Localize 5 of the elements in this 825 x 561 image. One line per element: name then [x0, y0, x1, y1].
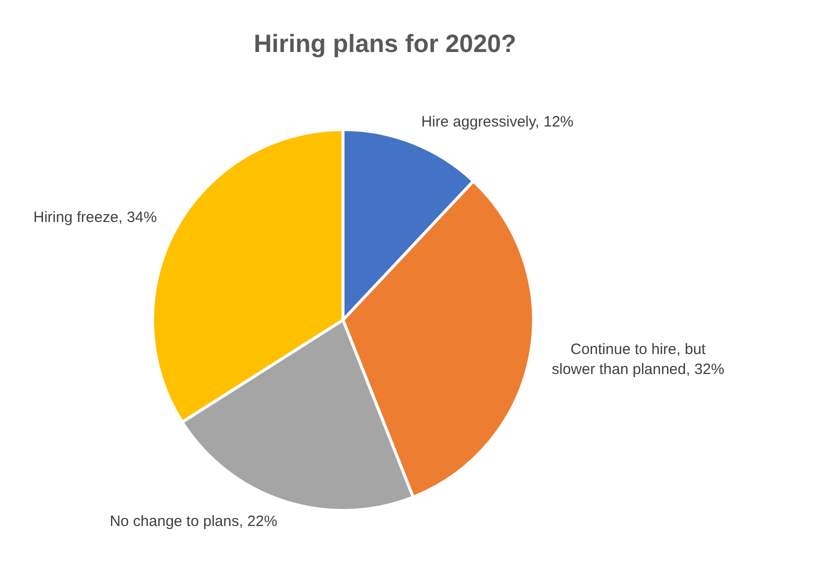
slice-label: No change to plans, 22% [110, 513, 278, 530]
chart-title: Hiring plans for 2020? [254, 30, 516, 58]
slice-label: Hire aggressively, 12% [421, 114, 574, 131]
slice-label: Continue to hire, but slower than planned, 32% [552, 340, 724, 378]
slice-label: Hiring freeze, 34% [33, 208, 157, 226]
